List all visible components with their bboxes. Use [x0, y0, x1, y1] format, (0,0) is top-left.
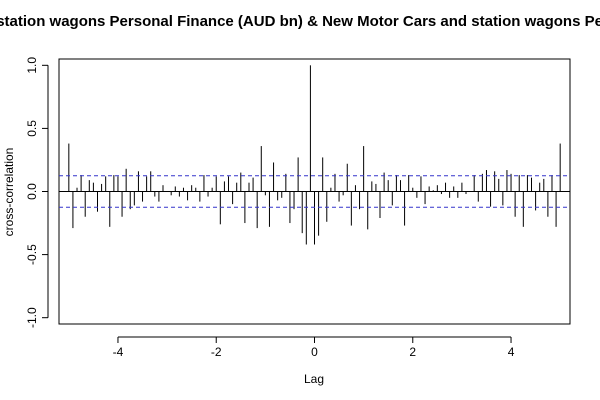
x-tick-label: 0 — [311, 345, 318, 359]
y-tick-label: 1.0 — [25, 57, 39, 74]
x-tick-label: 4 — [508, 345, 515, 359]
x-tick-label: 2 — [409, 345, 416, 359]
y-axis: -1.0 -0.5 0.0 0.5 1.0 — [25, 57, 49, 328]
y-tick-label: -0.5 — [25, 244, 39, 265]
reference-lines — [59, 175, 570, 208]
x-axis: -4 -2 0 2 4 — [113, 336, 515, 359]
bar-series — [68, 65, 561, 245]
x-tick-label: -2 — [211, 345, 222, 359]
x-tick-label: -4 — [113, 345, 124, 359]
y-axis-label: cross-correlation — [2, 148, 16, 237]
chart-title: d station wagons Personal Finance (AUD b… — [0, 13, 600, 30]
y-tick-label: -1.0 — [25, 307, 39, 328]
y-tick-label: 0.0 — [25, 183, 39, 200]
x-axis-label: Lag — [304, 372, 324, 386]
y-tick-label: 0.5 — [25, 120, 39, 137]
